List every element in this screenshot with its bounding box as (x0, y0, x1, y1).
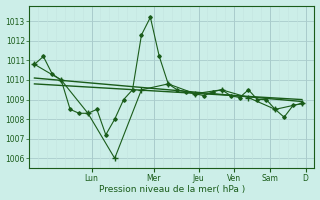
X-axis label: Pression niveau de la mer( hPa ): Pression niveau de la mer( hPa ) (99, 185, 245, 194)
